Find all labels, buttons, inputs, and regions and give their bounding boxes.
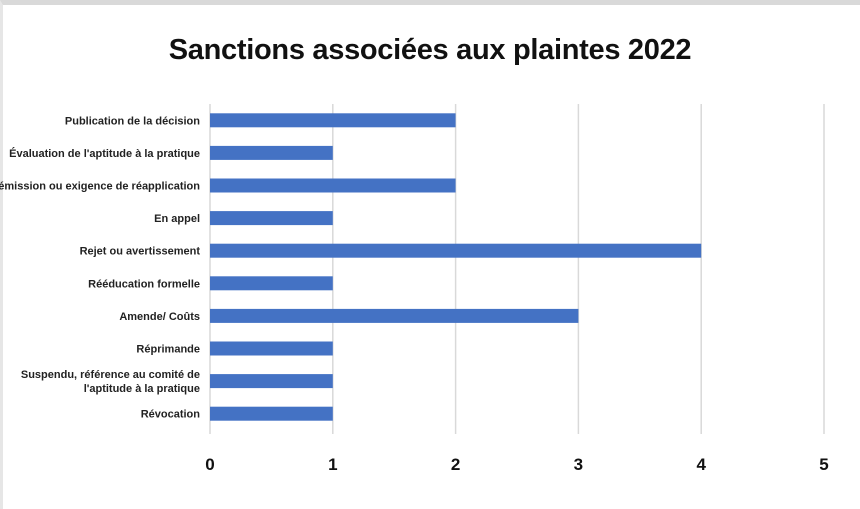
- x-tick-label: 4: [696, 455, 706, 474]
- bar: [210, 145, 333, 160]
- x-tick-label: 5: [819, 455, 828, 474]
- bar: [210, 276, 333, 291]
- bar: [210, 374, 333, 389]
- category-label: Rééducation formelle: [88, 278, 200, 290]
- category-label: Rejet ou avertissement: [80, 246, 201, 258]
- x-tick-label: 0: [205, 455, 214, 474]
- bar: [210, 341, 333, 356]
- category-label: Évaluation de l'aptitude à la pratique: [9, 147, 200, 160]
- category-label: Révocation: [141, 409, 201, 421]
- x-tick-label: 3: [574, 455, 583, 474]
- category-label: Réprimande: [136, 344, 200, 356]
- category-label: Amende/ Coûts: [119, 311, 200, 323]
- category-label: Démission ou exigence de réapplication: [0, 181, 200, 193]
- bar: [210, 406, 333, 421]
- bar: [210, 308, 579, 323]
- bar: [210, 243, 702, 258]
- category-label: Publication de la décision: [65, 115, 200, 127]
- chart-title: Sanctions associées aux plaintes 2022: [168, 34, 692, 66]
- x-tick-label: 1: [328, 455, 337, 474]
- category-label: En appel: [154, 213, 200, 225]
- x-tick-label: 2: [451, 455, 460, 474]
- category-label: Suspendu, référence au comité de: [21, 369, 200, 381]
- category-label: l'aptitude à la pratique: [84, 383, 200, 395]
- bar: [210, 178, 456, 193]
- bar: [210, 211, 333, 226]
- bar: [210, 113, 456, 128]
